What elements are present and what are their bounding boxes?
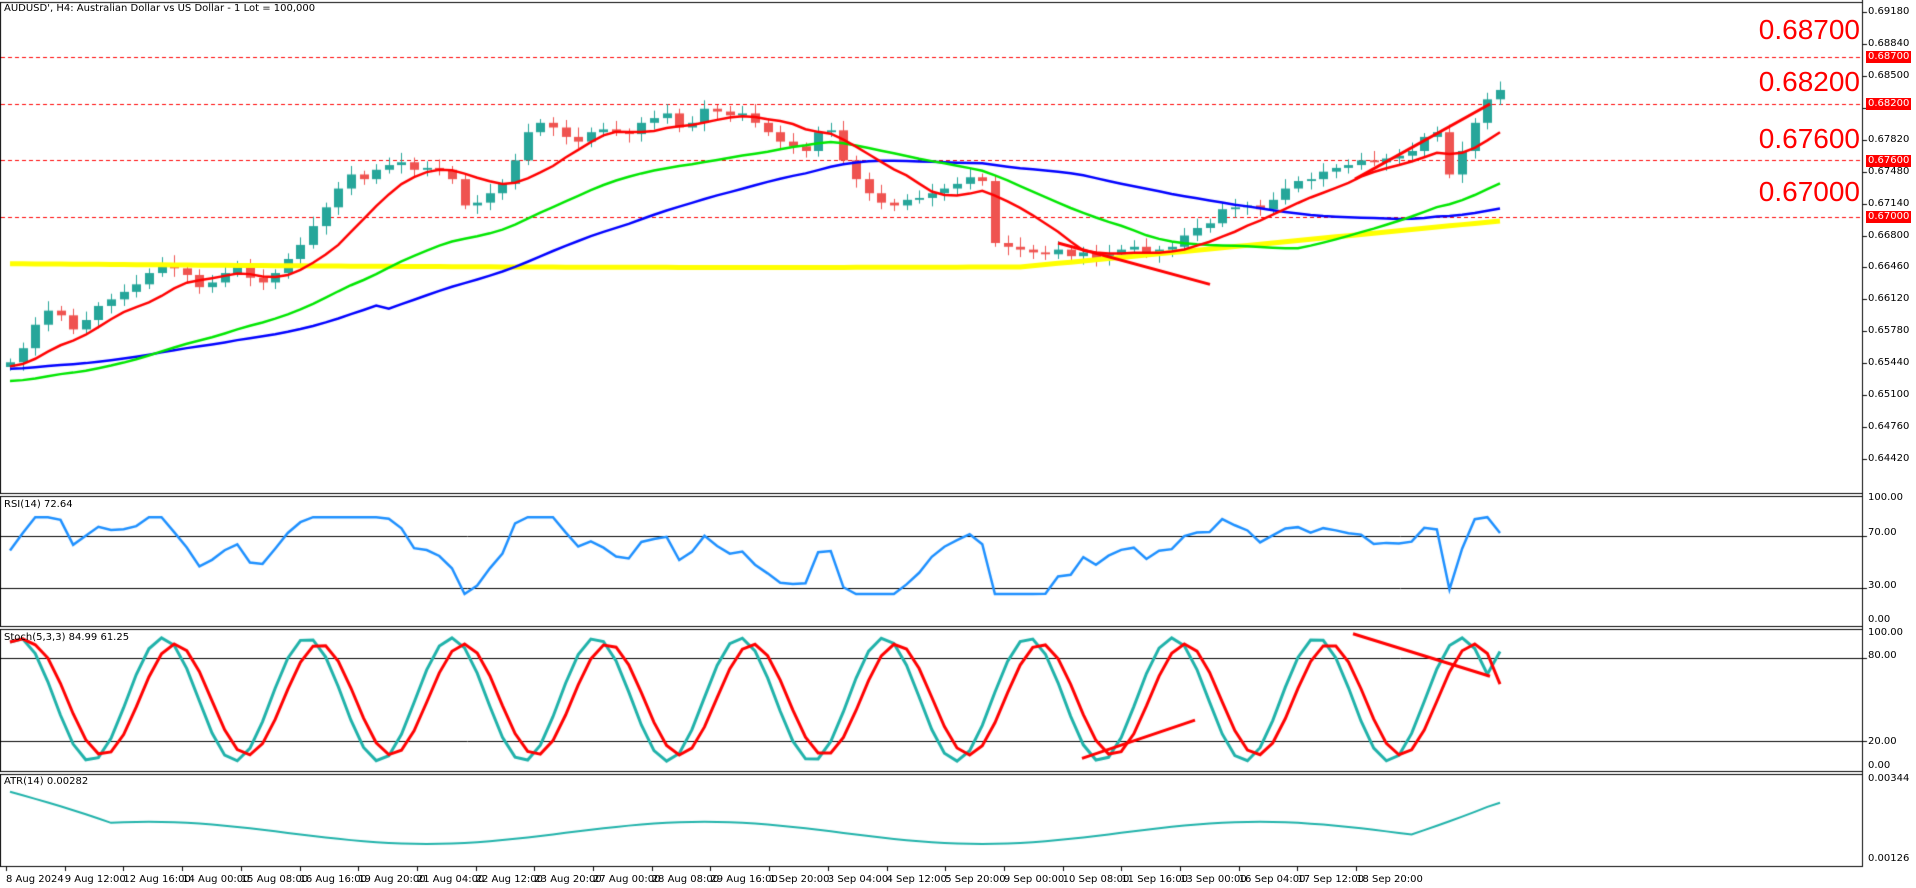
level-tag-0: 0.68700 — [1866, 51, 1912, 63]
atr-label: ATR(14) 0.00282 — [4, 776, 89, 787]
rsi-tick-0: 0.00 — [1868, 614, 1891, 625]
level-label-0: 0.68700 — [1758, 14, 1860, 45]
time-tick: 16 Aug 16:00 — [299, 874, 367, 885]
time-tick: 29 Aug 16:00 — [710, 874, 778, 885]
price-tick: 0.68840 — [1868, 37, 1910, 49]
time-tick: 22 Aug 12:00 — [475, 874, 544, 885]
stoch-tick-0: 0.00 — [1868, 760, 1891, 771]
stoch-label: Stoch(5,3,3) 84.99 61.25 — [4, 632, 130, 643]
atr-tick-min: 0.00126 — [1868, 853, 1910, 864]
level-label-2: 0.67600 — [1758, 123, 1860, 154]
chart-title: AUDUSD', H4: Australian Dollar vs US Dol… — [4, 3, 316, 14]
price-tick: 0.65100 — [1868, 389, 1910, 401]
time-tick: 4 Sep 12:00 — [886, 874, 947, 885]
time-tick: 28 Aug 08:00 — [651, 874, 720, 885]
price-tick: 0.67480 — [1868, 165, 1910, 177]
time-tick: 17 Sep 12:00 — [1297, 874, 1365, 885]
level-label-1: 0.68200 — [1758, 66, 1860, 97]
time-tick: 9 Sep 00:00 — [1003, 874, 1065, 885]
time-tick: 3 Sep 04:00 — [827, 874, 889, 885]
time-tick: 12 Aug 16:00 — [123, 874, 191, 885]
rsi-tick-100: 100.00 — [1868, 492, 1903, 503]
level-tag-2: 0.67600 — [1866, 155, 1912, 167]
time-tick: 15 Aug 08:00 — [240, 874, 309, 885]
time-tick: 9 Aug 12:00 — [64, 874, 126, 885]
price-tick: 0.65440 — [1868, 357, 1910, 369]
time-tick: 16 Sep 04:00 — [1238, 874, 1306, 885]
price-tick: 0.67140 — [1868, 197, 1910, 209]
price-tick: 0.69180 — [1868, 6, 1910, 17]
stoch-tick-20: 20.00 — [1868, 736, 1897, 747]
level-tag-1: 0.68200 — [1866, 98, 1912, 110]
rsi-tick-30: 30.00 — [1868, 580, 1897, 591]
time-tick: 13 Sep 00:00 — [1180, 874, 1247, 885]
time-tick: 19 Aug 20:00 — [358, 874, 426, 885]
level-tag-3: 0.67000 — [1866, 211, 1912, 223]
rsi-label: RSI(14) 72.64 — [4, 499, 73, 510]
stoch-tick-100: 100.00 — [1868, 627, 1903, 638]
time-tick: 5 Sep 20:00 — [945, 874, 1006, 885]
time-tick: 11 Sep 16:00 — [1121, 874, 1189, 885]
price-tick: 0.64420 — [1868, 453, 1910, 464]
price-tick: 0.67820 — [1868, 133, 1910, 145]
price-tick: 0.66120 — [1868, 293, 1910, 305]
time-tick: 21 Aug 04:00 — [416, 874, 485, 885]
price-tick: 0.64760 — [1868, 421, 1910, 433]
atr-tick-max: 0.00344 — [1868, 773, 1910, 784]
time-tick: 8 Aug 2024 — [6, 874, 64, 885]
stoch-tick-80: 80.00 — [1868, 650, 1897, 661]
time-tick: 18 Sep 20:00 — [1356, 874, 1423, 885]
time-tick: 23 Aug 20:00 — [534, 874, 602, 885]
time-tick: 1 Sep 20:00 — [769, 874, 830, 885]
price-tick: 0.66460 — [1868, 261, 1910, 273]
time-tick: 14 Aug 00:00 — [182, 874, 250, 885]
time-tick: 27 Aug 00:00 — [593, 874, 661, 885]
time-tick: 10 Sep 08:00 — [1062, 874, 1130, 885]
level-label-3: 0.67000 — [1758, 176, 1860, 207]
rsi-tick-70: 70.00 — [1868, 527, 1897, 538]
price-tick: 0.66800 — [1868, 229, 1910, 241]
price-tick: 0.68500 — [1868, 69, 1910, 81]
price-tick: 0.65780 — [1868, 325, 1910, 337]
